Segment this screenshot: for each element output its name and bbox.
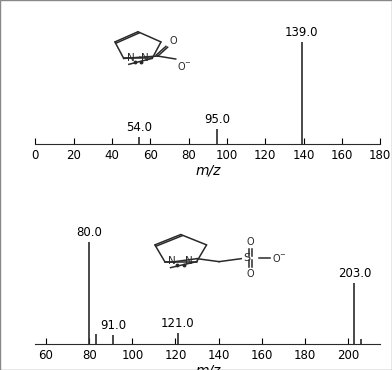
Text: 121.0: 121.0 bbox=[161, 317, 194, 330]
X-axis label: m/z: m/z bbox=[195, 164, 220, 178]
Text: 139.0: 139.0 bbox=[285, 26, 318, 39]
Text: 91.0: 91.0 bbox=[100, 319, 126, 332]
Text: 54.0: 54.0 bbox=[126, 121, 152, 134]
Text: 95.0: 95.0 bbox=[204, 113, 230, 127]
X-axis label: m/z: m/z bbox=[195, 363, 220, 370]
Text: 203.0: 203.0 bbox=[338, 266, 371, 280]
Text: 80.0: 80.0 bbox=[76, 226, 102, 239]
